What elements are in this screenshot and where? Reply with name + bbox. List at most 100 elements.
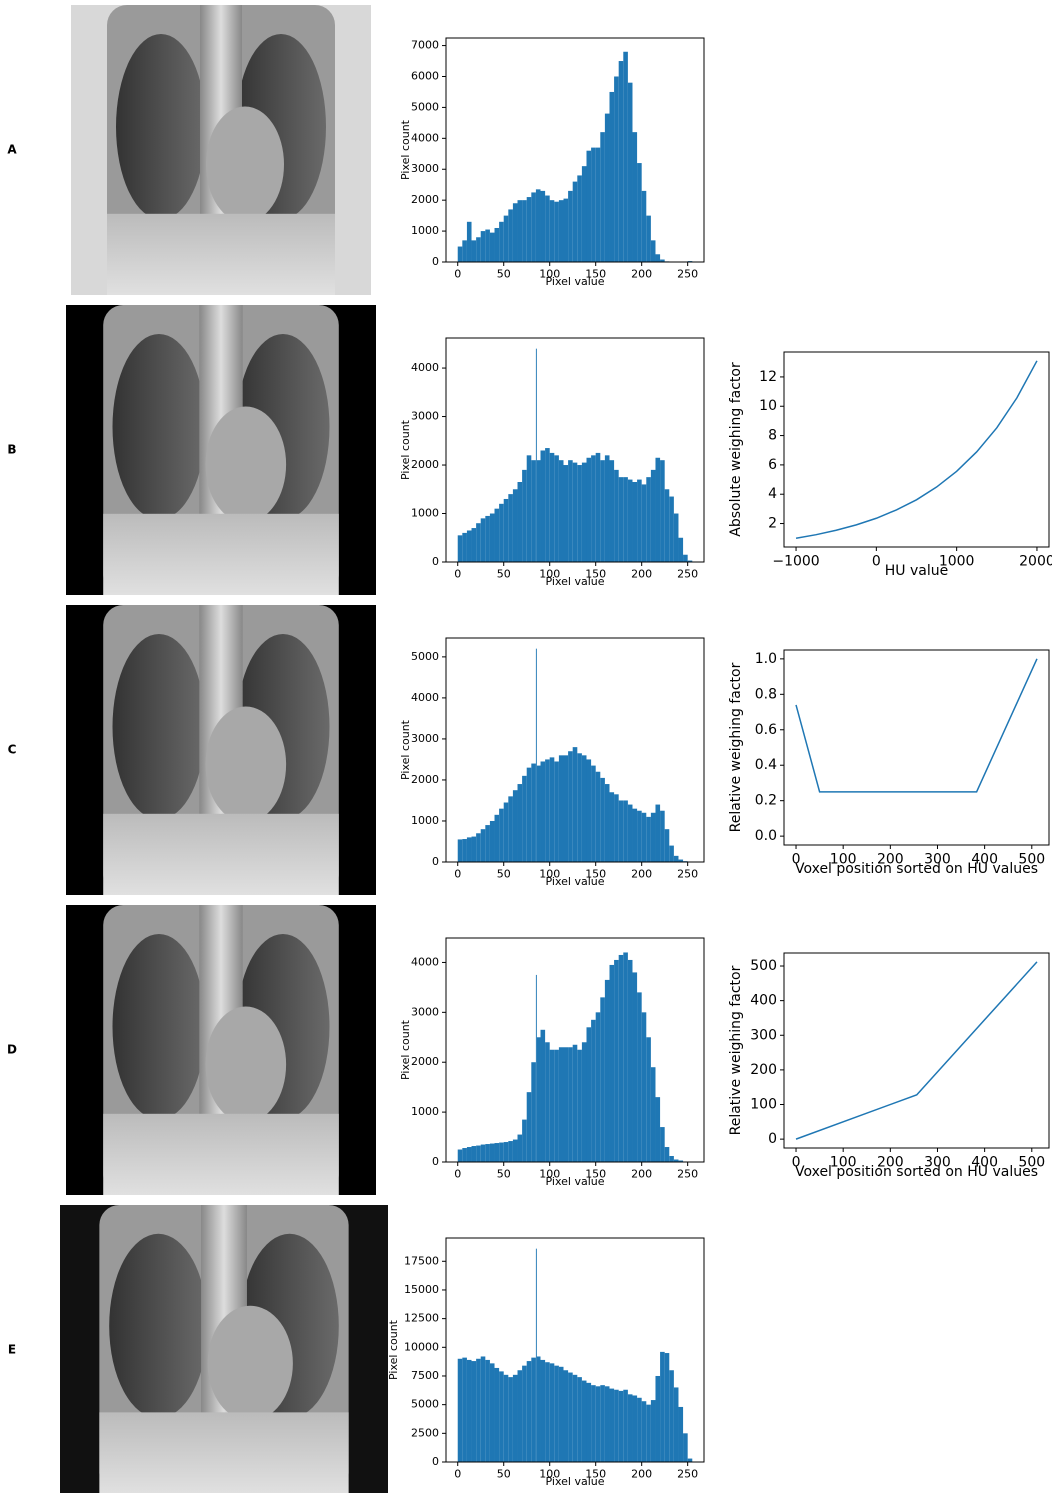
histogram-bar <box>683 555 688 562</box>
histogram-bar <box>619 800 624 862</box>
histogram-bar <box>554 202 559 262</box>
histogram-bar <box>531 1062 536 1162</box>
histogram-bar <box>614 794 619 862</box>
heart <box>206 407 287 523</box>
histogram-bar <box>646 477 651 562</box>
histogram-bar <box>582 463 587 562</box>
histogram-bar <box>660 460 665 562</box>
histogram-bar <box>513 489 518 562</box>
histogram-bar <box>518 482 523 562</box>
histogram-bar <box>462 1148 467 1162</box>
histogram-bar <box>527 197 532 262</box>
histogram-bar <box>642 191 647 262</box>
histogram-bar <box>660 1127 665 1162</box>
x-ray-image <box>71 5 371 295</box>
histogram-bar <box>513 203 518 262</box>
axes-frame <box>784 953 1049 1148</box>
histogram-bar <box>665 1353 670 1462</box>
line <box>796 962 1037 1139</box>
y-tick-label: 0 <box>432 1455 439 1468</box>
histogram-bar <box>481 231 486 262</box>
histogram-bar <box>537 460 541 562</box>
histogram-bar <box>458 839 463 862</box>
histogram-bar <box>531 460 536 562</box>
histogram-bar <box>628 1394 633 1462</box>
histogram-bar <box>522 200 527 262</box>
histogram-bar <box>531 764 536 862</box>
histogram-bar <box>568 751 573 862</box>
y-tick-label: 1000 <box>411 507 439 520</box>
histogram-bar <box>674 514 679 562</box>
histogram-bar <box>527 1092 532 1162</box>
histogram-bar <box>499 1371 504 1462</box>
histogram-bar <box>619 61 624 262</box>
y-tick-label: 3000 <box>411 410 439 423</box>
histogram-bar <box>605 114 610 262</box>
histogram-bar <box>577 465 582 562</box>
histogram-bar <box>632 482 637 562</box>
histogram-bar <box>591 1385 596 1462</box>
x-axis-label: HU value <box>885 563 948 579</box>
histogram-bar <box>609 1389 614 1462</box>
y-tick-label: 12 <box>759 369 777 385</box>
x-tick-label: 0 <box>454 868 461 881</box>
histogram-bar <box>651 1400 656 1462</box>
lung <box>116 34 206 220</box>
histogram-bar <box>467 1360 472 1462</box>
histogram-bar <box>458 535 463 562</box>
y-tick-label: 2000 <box>411 458 439 471</box>
histogram-bar <box>559 1047 564 1162</box>
histogram-bar <box>462 240 467 262</box>
histogram-bar <box>646 1405 651 1462</box>
y-axis-label: Pixel count <box>399 419 412 480</box>
histogram-bar <box>573 1375 578 1462</box>
histogram-bar <box>499 222 504 262</box>
histogram-bar <box>577 753 582 862</box>
x-ray-image <box>66 605 376 895</box>
histogram-bar <box>545 196 550 262</box>
histogram-bar <box>541 450 546 562</box>
histogram-bar <box>508 1141 513 1162</box>
histogram-bar <box>637 811 642 862</box>
histogram-bar <box>678 538 683 562</box>
histogram-bar <box>596 453 601 562</box>
histogram-bar <box>504 803 509 862</box>
row-label: A <box>7 143 17 157</box>
histogram-bar <box>537 1356 541 1462</box>
y-axis-label: Absolute weighing factor <box>728 362 744 537</box>
histogram-bar <box>495 228 500 262</box>
histogram-bar <box>688 1459 693 1462</box>
histogram-bar <box>637 992 642 1162</box>
histogram-bar <box>568 191 573 262</box>
y-tick-label: 4 <box>768 486 777 502</box>
histogram-bar <box>537 766 541 862</box>
y-tick-label: 1000 <box>411 1105 439 1118</box>
histogram-bar <box>582 755 587 862</box>
histogram-bar <box>591 148 596 262</box>
histogram-bar <box>485 230 490 262</box>
histogram-bar <box>522 776 527 862</box>
y-tick-label: 4000 <box>411 131 439 144</box>
histogram-bar <box>481 829 486 862</box>
x-tick-label: 0 <box>454 1468 461 1481</box>
y-tick-label: 2000 <box>411 773 439 786</box>
histogram-bar <box>582 1042 587 1162</box>
abdomen <box>103 514 339 595</box>
histogram-bar <box>678 1407 683 1462</box>
y-tick-label: 7000 <box>411 39 439 52</box>
histogram-bar <box>596 1386 601 1462</box>
axes-frame <box>784 650 1049 845</box>
x-axis-label: Voxel position sorted on HU values <box>795 861 1038 877</box>
histogram-bar <box>669 1156 674 1162</box>
y-tick-label: 6 <box>768 457 777 473</box>
histogram-bar <box>632 809 637 862</box>
histogram-bar <box>642 1401 647 1462</box>
histogram-bar <box>623 952 628 1162</box>
histogram-bar <box>637 1398 642 1462</box>
y-tick-label: 200 <box>750 1062 777 1078</box>
histogram-bar <box>665 829 670 862</box>
histogram-bar <box>550 1363 555 1462</box>
y-tick-label: 15000 <box>404 1283 439 1296</box>
histogram-bar <box>655 254 660 262</box>
lung <box>113 634 206 820</box>
